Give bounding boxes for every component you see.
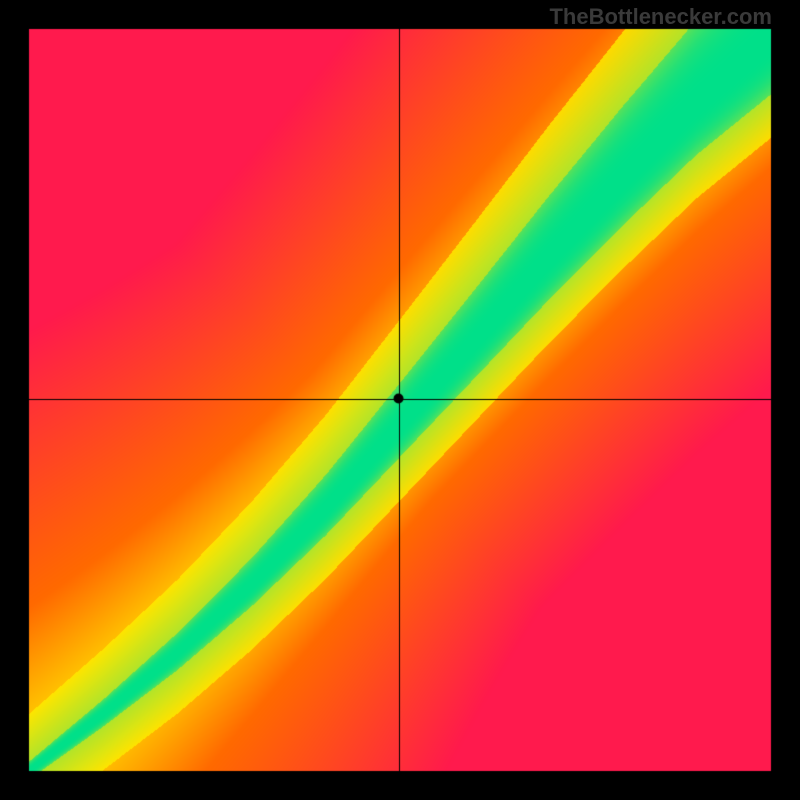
watermark-text: TheBottlenecker.com (549, 4, 772, 30)
bottleneck-heatmap (0, 0, 800, 800)
chart-container: TheBottlenecker.com (0, 0, 800, 800)
